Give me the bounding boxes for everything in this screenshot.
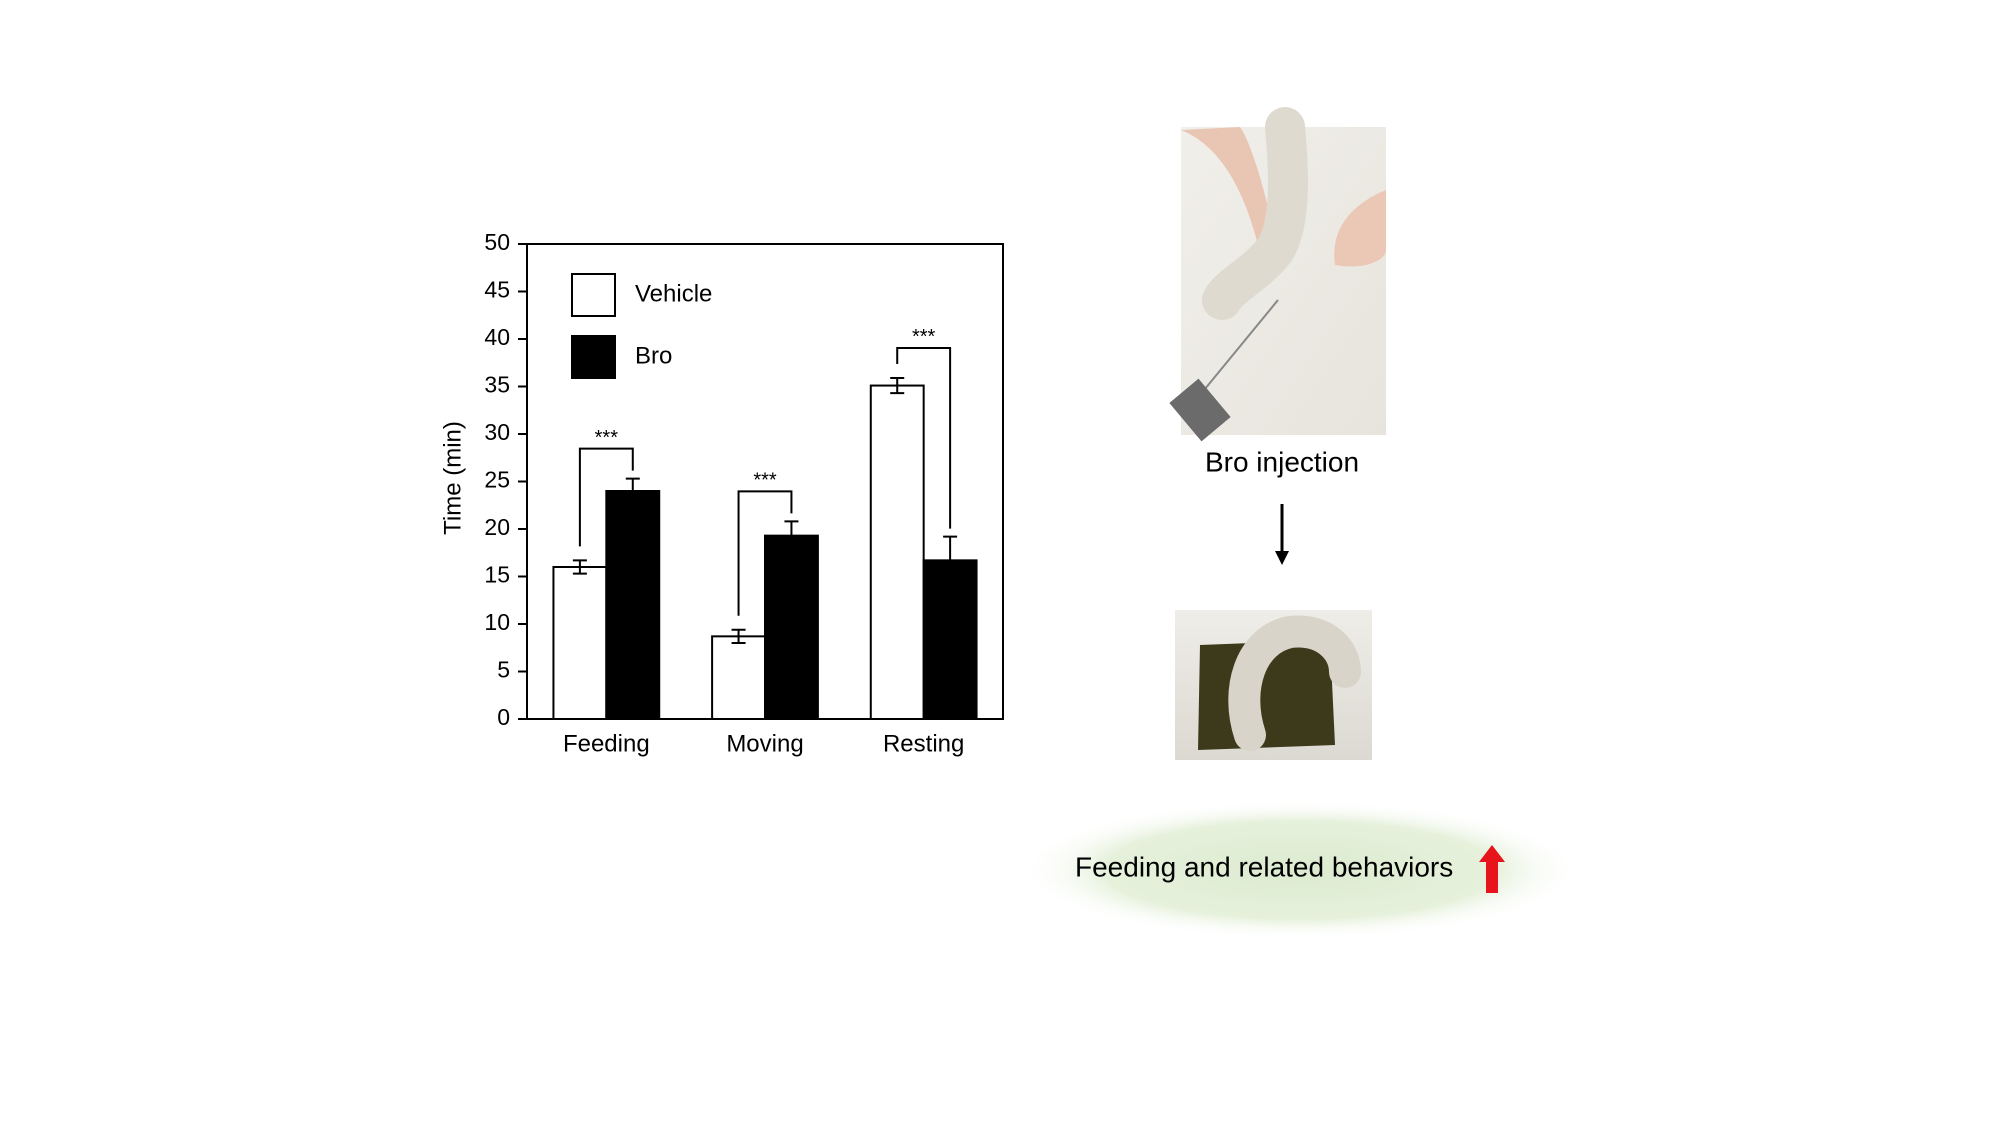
bar	[605, 490, 661, 720]
up-arrow	[1479, 845, 1505, 893]
error-bar	[625, 477, 640, 505]
x-tick-label: Resting	[883, 730, 964, 757]
y-tick-label: 50	[484, 229, 510, 255]
significance-bracket	[578, 447, 634, 547]
y-tick-label: 0	[497, 704, 510, 730]
outcome-text: Feeding and related behaviors	[1075, 851, 1453, 882]
y-tick-label: 10	[484, 609, 510, 635]
error-bar	[943, 535, 958, 586]
significance-bracket	[737, 490, 793, 616]
photo-feeding	[1175, 610, 1372, 760]
y-tick-label: 5	[497, 657, 510, 683]
significance-bracket	[896, 346, 952, 529]
x-tick-label: Feeding	[563, 730, 650, 757]
significance-label: ***	[912, 326, 936, 348]
error-bar	[784, 520, 799, 551]
y-tick-label: 20	[484, 514, 510, 540]
bar	[764, 534, 819, 721]
error-bar	[890, 376, 905, 395]
error-bar	[572, 559, 587, 575]
bar	[552, 566, 608, 720]
bar	[869, 384, 925, 720]
x-tick-label: Moving	[726, 730, 803, 757]
legend-label: Vehicle	[635, 280, 712, 307]
legend-swatch	[571, 273, 616, 317]
legend-label: Bro	[635, 342, 672, 369]
photo-injection	[1169, 107, 1386, 442]
y-tick-label: 25	[484, 467, 510, 493]
legend-swatch	[571, 335, 616, 379]
bar	[711, 635, 766, 720]
y-tick-label: 15	[484, 562, 510, 588]
y-tick-label: 40	[484, 324, 510, 350]
significance-label: ***	[753, 470, 777, 492]
y-tick-label: 35	[484, 372, 510, 398]
y-tick-label: 30	[484, 419, 510, 445]
y-axis-label: Time (min)	[439, 421, 466, 535]
photo-caption: Bro injection	[1205, 446, 1359, 477]
down-arrow	[1275, 504, 1289, 565]
plot-frame	[526, 243, 1004, 720]
significance-label: ***	[595, 427, 619, 449]
error-bar	[731, 628, 746, 644]
y-tick-label: 45	[484, 277, 510, 303]
